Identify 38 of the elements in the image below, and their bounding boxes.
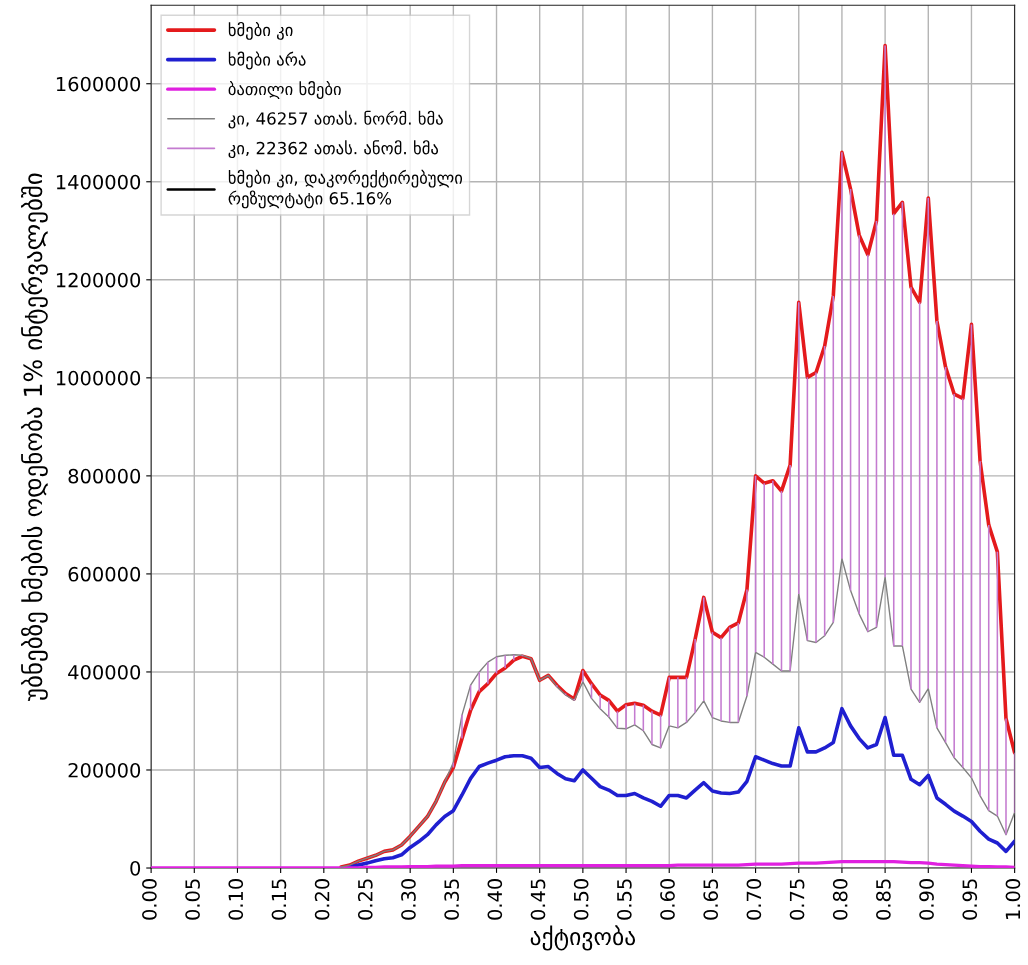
x-axis-title: აქტივობა — [530, 925, 636, 951]
x-tick-label: 0.55 — [616, 879, 632, 920]
legend-label: კი, 46257 ათას. ნორმ. ხმა — [228, 110, 443, 129]
x-tick-label: 0.20 — [314, 879, 330, 920]
x-tick-label: 0.75 — [789, 879, 805, 920]
x-tick-label: 0.60 — [660, 879, 675, 920]
x-tick-label: 0.80 — [832, 879, 848, 920]
legend-label: ხმები კი — [228, 21, 293, 40]
legend-label: ხმები კი, დაკორექტირებული რეზულტატი 65.16% — [228, 169, 463, 209]
x-tick-label: 1.00 — [1005, 879, 1021, 919]
y-tick-label: 600000 — [68, 566, 141, 582]
x-tick-label: 0.40 — [487, 879, 503, 920]
x-tick-label: 0.00 — [142, 879, 157, 920]
y-axis-title: უბნებზე ხმების ოდენობა 1% ინტერვალებში — [21, 173, 48, 701]
x-tick-label: 0.85 — [876, 879, 891, 920]
y-tick-label: 400000 — [68, 664, 141, 680]
y-tick-label: 200000 — [68, 762, 141, 778]
legend-label: ბათილი ხმები — [228, 81, 341, 99]
x-tick-label: 0.10 — [228, 879, 244, 920]
x-tick-label: 0.45 — [530, 879, 546, 920]
legend-label: ხმები არა — [228, 51, 306, 70]
y-tick-label: 1400000 — [56, 174, 141, 190]
x-tick-label: 0.25 — [357, 879, 373, 920]
x-tick-label: 0.35 — [444, 879, 459, 920]
y-tick-label: 1600000 — [56, 76, 141, 92]
y-tick-label: 1000000 — [56, 370, 141, 386]
x-tick-label: 0.95 — [962, 879, 978, 920]
y-tick-label: 1200000 — [56, 272, 141, 288]
x-tick-label: 0.30 — [401, 879, 416, 920]
x-tick-label: 0.50 — [573, 879, 589, 920]
x-tick-label: 0.70 — [746, 879, 762, 920]
legend-label: კი, 22362 ათას. ანომ. ხმა — [228, 140, 439, 159]
x-tick-label: 0.65 — [703, 879, 719, 920]
y-tick-label: 0 — [130, 860, 141, 876]
x-tick-label: 0.90 — [919, 879, 934, 920]
x-tick-label: 0.15 — [271, 879, 287, 920]
y-tick-label: 800000 — [68, 468, 141, 484]
x-tick-label: 0.05 — [185, 879, 200, 920]
